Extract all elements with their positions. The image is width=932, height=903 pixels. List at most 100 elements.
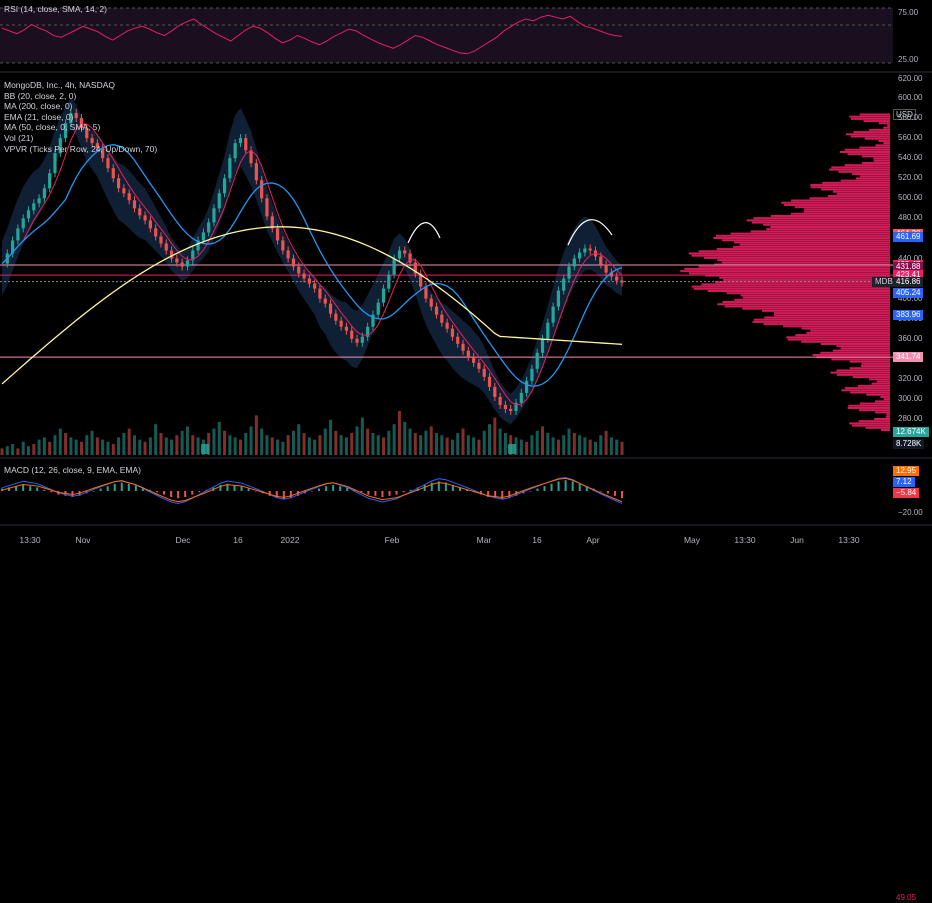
symbol-title: MongoDB, Inc., 4h, NASDAQ [4, 80, 116, 90]
rsi-line [1, 14, 623, 55]
macd-histogram-bar [332, 485, 335, 491]
time-tick-label: Nov [75, 535, 91, 545]
vpvr-bar [873, 159, 890, 162]
volume-bar [472, 437, 476, 455]
volume-bar [355, 426, 359, 455]
volume-bar [132, 435, 136, 455]
candle-body [254, 163, 258, 181]
vpvr-bar [787, 338, 890, 341]
volume-bar [450, 439, 454, 455]
vpvr-bar [715, 234, 890, 237]
price-chart[interactable] [0, 0, 932, 550]
volume-bar [276, 439, 280, 455]
macd-histogram-bar [156, 491, 158, 493]
candle-body [169, 250, 174, 259]
macd-histogram-bar [501, 491, 504, 500]
vpvr-bar [801, 327, 890, 330]
vpvr-bar [831, 358, 890, 361]
legend-ma200[interactable]: MA (200, close, 0) [4, 101, 73, 112]
candle-body [530, 368, 534, 381]
candle-body [291, 258, 296, 267]
macd-histogram-bar [550, 483, 553, 491]
macd-legend: MACD (12, 26, close, 9, EMA, EMA) [4, 465, 141, 475]
macd-histogram-bar [191, 491, 194, 495]
vpvr-bar [887, 124, 890, 127]
legend-ma50[interactable]: MA (50, close, 0, SMA, 5) [4, 122, 101, 133]
vpvr-bar [849, 360, 890, 363]
vpvr-bar [875, 144, 890, 147]
volume-bar [254, 415, 258, 455]
legend-vol[interactable]: Vol (21) [4, 132, 34, 143]
candle-body [132, 200, 137, 209]
candle-body [434, 306, 439, 315]
vpvr-bar [849, 367, 890, 370]
volume-bar [366, 428, 370, 455]
volume-bar [556, 439, 560, 455]
macd-histogram-bar [536, 488, 539, 491]
candle-body [159, 236, 163, 244]
candle-body [275, 228, 280, 241]
candle-body [180, 262, 184, 267]
candle-body [101, 148, 105, 159]
legend-ema21[interactable]: EMA (21, close, 0) [4, 111, 74, 122]
volume-bar [477, 439, 481, 455]
vpvr-bar [878, 139, 890, 142]
macd-histogram-bar [233, 485, 236, 491]
volume-bar [286, 435, 290, 455]
vpvr-bar [770, 225, 890, 228]
price-tick-label: 520.00 [898, 173, 923, 183]
macd-histogram-bar [184, 491, 187, 497]
volume-bar [519, 439, 523, 455]
candle-body [323, 298, 327, 304]
volume-bar [461, 428, 465, 455]
candle-body [48, 173, 52, 189]
vpvr-bar [707, 289, 890, 292]
vpvr-bar [761, 309, 890, 312]
vpvr-bar [770, 214, 890, 217]
volume-profile [680, 113, 890, 432]
candle-body [403, 250, 407, 254]
time-tick-label: 13:30 [734, 535, 756, 545]
vpvr-bar [724, 305, 890, 308]
macd-histogram-bar [423, 485, 426, 491]
volume-bar [85, 435, 89, 455]
volume-bar [344, 437, 348, 455]
ma50-line [1, 144, 623, 387]
candle-body [201, 232, 205, 241]
volume-bar [334, 430, 338, 455]
volume-bar [170, 439, 174, 455]
candle-body [344, 326, 349, 331]
candle-body [397, 250, 402, 259]
price-tick-label: 540.00 [898, 153, 923, 163]
macd-histogram-bar [430, 482, 433, 491]
macd-histogram-bar [360, 491, 363, 493]
volume-bar [74, 439, 78, 455]
macd-histogram-bar [339, 486, 342, 491]
rsi-legend: RSI (14, close, SMA, 14, 2) [4, 4, 107, 14]
time-tick-label: Feb [384, 535, 400, 545]
vpvr-bar [714, 263, 890, 266]
candle-body [350, 330, 354, 339]
volume-bar [111, 444, 115, 455]
candle-body [493, 386, 497, 397]
volume-bar [101, 439, 105, 455]
volume-bar [238, 439, 242, 455]
macd-histogram-bar [71, 491, 74, 497]
legend-vpvr[interactable]: VPVR (Ticks Per Row, 24, Up/Down, 70) [4, 143, 158, 154]
volume-bar [297, 424, 301, 455]
candle-body [196, 240, 200, 251]
volume-bar [567, 428, 571, 455]
macd-histogram-bar [50, 491, 53, 493]
candle-body [477, 362, 481, 369]
volume-bar [397, 411, 401, 455]
vpvr-bar [783, 325, 890, 328]
macd-histogram-bar [367, 491, 370, 495]
macd-histogram-bar [466, 489, 468, 491]
price-tick-label: 580.00 [898, 113, 923, 123]
vpvr-bar [832, 190, 890, 193]
vpvr-bar [753, 318, 890, 321]
vpvr-bar [693, 287, 890, 290]
macd-histogram-bar [458, 487, 461, 491]
legend-bb[interactable]: BB (20, close, 2, 0) [4, 90, 77, 101]
volume-bar [615, 439, 619, 455]
